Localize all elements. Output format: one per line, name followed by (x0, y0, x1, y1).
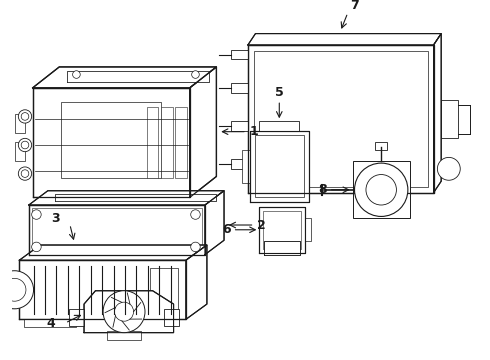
Bar (353, 161, 410, 219)
Circle shape (21, 113, 29, 120)
Bar (150, 268, 178, 312)
Bar (161, 197, 178, 211)
Bar (161, 107, 172, 178)
Bar (147, 107, 158, 178)
Bar (91, 255, 112, 264)
Circle shape (18, 167, 32, 180)
Bar (57, 255, 78, 264)
Polygon shape (84, 291, 173, 333)
Bar (124, 255, 145, 264)
Bar (16, 142, 25, 161)
Bar (231, 50, 248, 59)
Bar (253, 51, 428, 187)
Circle shape (355, 163, 408, 216)
Bar (47, 197, 64, 211)
Polygon shape (55, 194, 217, 201)
Circle shape (73, 71, 80, 78)
Circle shape (21, 141, 29, 149)
Bar (242, 150, 250, 183)
Bar (375, 142, 387, 150)
Circle shape (21, 170, 29, 177)
Bar (441, 100, 458, 138)
Bar (259, 121, 299, 131)
Bar (116, 197, 133, 211)
Bar (32, 208, 202, 252)
Polygon shape (434, 33, 441, 193)
Polygon shape (248, 33, 441, 45)
Bar (70, 197, 87, 211)
Polygon shape (19, 260, 186, 319)
Text: 7: 7 (350, 0, 359, 12)
Circle shape (438, 157, 460, 180)
Bar (24, 319, 76, 327)
Circle shape (191, 242, 200, 252)
Text: 4: 4 (47, 316, 55, 330)
Circle shape (366, 175, 396, 205)
Text: 2: 2 (257, 219, 266, 231)
Polygon shape (190, 67, 217, 197)
Polygon shape (264, 241, 300, 255)
Polygon shape (19, 245, 207, 260)
Bar (0, 272, 16, 308)
Bar (231, 121, 248, 131)
Circle shape (0, 271, 33, 309)
Circle shape (32, 210, 41, 219)
Circle shape (18, 138, 32, 152)
Bar (69, 309, 84, 326)
Circle shape (192, 71, 199, 78)
Bar (138, 197, 155, 211)
Polygon shape (67, 71, 209, 82)
Circle shape (18, 110, 32, 123)
Polygon shape (29, 205, 205, 255)
Bar (52, 213, 86, 247)
Circle shape (191, 210, 200, 219)
Bar (93, 197, 110, 211)
Circle shape (103, 291, 145, 333)
Text: 3: 3 (50, 212, 59, 225)
Bar (254, 135, 304, 197)
Bar (96, 213, 129, 247)
Polygon shape (248, 45, 434, 193)
Polygon shape (250, 131, 309, 202)
Circle shape (32, 242, 41, 252)
Text: 5: 5 (275, 86, 284, 99)
Bar (164, 309, 179, 326)
Bar (61, 102, 161, 178)
Circle shape (3, 278, 26, 301)
Polygon shape (33, 88, 190, 197)
Bar (231, 83, 248, 93)
Bar (263, 211, 301, 249)
Bar (175, 107, 187, 178)
Polygon shape (186, 245, 207, 319)
Bar (138, 213, 171, 247)
Polygon shape (259, 207, 305, 253)
Circle shape (115, 302, 134, 321)
Bar (231, 159, 248, 169)
Text: 1: 1 (250, 125, 259, 138)
Bar (16, 114, 25, 132)
Text: 6: 6 (222, 223, 231, 236)
Text: 8: 8 (318, 183, 327, 196)
Bar (305, 219, 311, 241)
Polygon shape (29, 191, 224, 205)
Polygon shape (205, 191, 224, 255)
Bar (107, 331, 141, 340)
Polygon shape (33, 67, 217, 88)
